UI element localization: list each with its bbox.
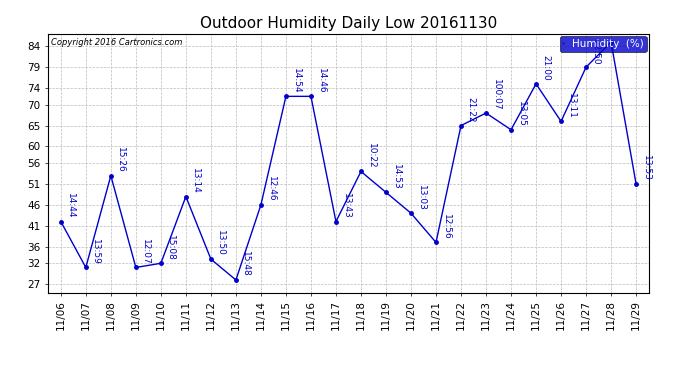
Legend: Humidity  (%): Humidity (%)	[560, 36, 647, 52]
Text: 13:43: 13:43	[342, 193, 351, 219]
Text: 21:00: 21:00	[542, 55, 551, 81]
Text: 13:14: 13:14	[191, 168, 200, 194]
Text: 12:46: 12:46	[266, 177, 275, 202]
Text: 13:53: 13:53	[642, 155, 651, 181]
Text: 10:22: 10:22	[366, 143, 375, 169]
Text: 15:48: 15:48	[241, 252, 250, 277]
Text: 12:56: 12:56	[442, 214, 451, 240]
Text: 13:11: 13:11	[566, 93, 575, 118]
Text: 13:03: 13:03	[417, 184, 426, 210]
Text: Copyright 2016 Cartronics.com: Copyright 2016 Cartronics.com	[51, 38, 183, 46]
Text: 14:53: 14:53	[391, 164, 400, 189]
Text: 22:50: 22:50	[591, 39, 600, 64]
Title: Outdoor Humidity Daily Low 20161130: Outdoor Humidity Daily Low 20161130	[200, 16, 497, 31]
Text: 13:50: 13:50	[217, 231, 226, 256]
Text: 12:07: 12:07	[141, 239, 150, 265]
Text: 14:46: 14:46	[317, 68, 326, 94]
Text: 13:05: 13:05	[517, 101, 526, 127]
Text: 15:26: 15:26	[117, 147, 126, 173]
Text: 21:22: 21:22	[466, 97, 475, 123]
Text: 14:54: 14:54	[291, 68, 300, 94]
Text: 100:07: 100:07	[491, 79, 500, 110]
Text: 13:59: 13:59	[91, 239, 100, 265]
Text: 14:44: 14:44	[66, 193, 75, 219]
Text: 15:08: 15:08	[166, 235, 175, 261]
